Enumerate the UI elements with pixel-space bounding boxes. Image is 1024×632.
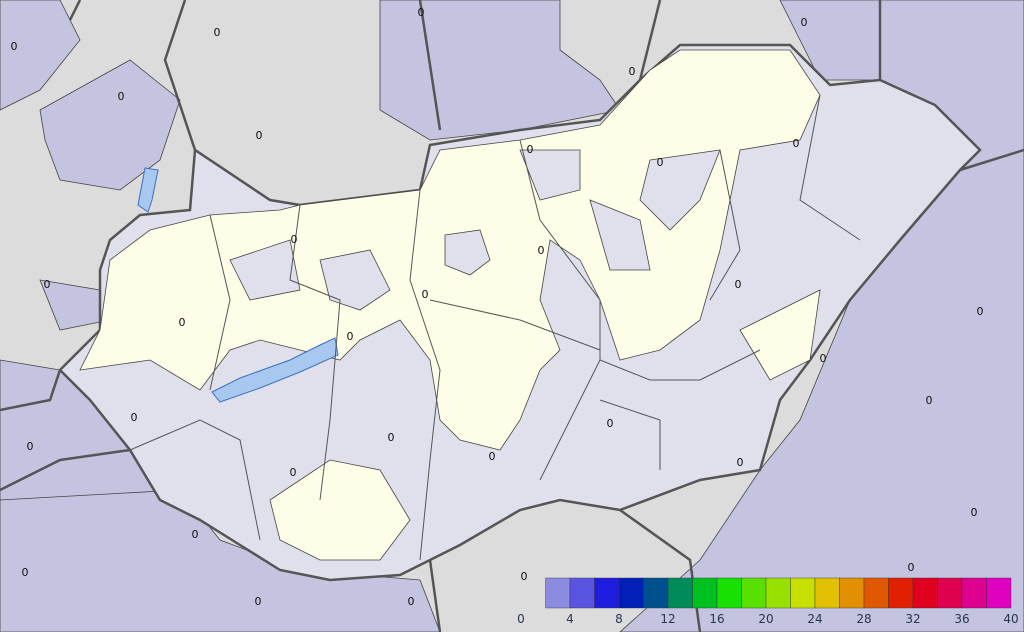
legend-bin <box>545 577 571 609</box>
legend-tick-label: 16 <box>709 612 724 626</box>
contour-label: 0 <box>256 129 263 142</box>
legend-bin <box>716 577 742 609</box>
contour-label: 0 <box>131 411 138 424</box>
contour-label: 0 <box>22 566 29 579</box>
legend-bin <box>765 577 791 609</box>
contour-labels: 0 0 0 0 0 0 0 0 0 0 0 0 0 0 0 0 0 0 0 0 0 0 0 0 0 0 0 0 0 0 0 0 0 0 <box>11 6 984 608</box>
contour-label: 0 <box>291 233 298 246</box>
contour-label: 0 <box>971 506 978 519</box>
contour-label: 0 <box>820 352 827 365</box>
legend-bin <box>643 577 669 609</box>
contour-label: 0 <box>977 305 984 318</box>
legend-tick-label: 4 <box>566 612 574 626</box>
contour-label: 0 <box>489 450 496 463</box>
contour-label: 0 <box>422 288 429 301</box>
contour-label: 0 <box>801 16 808 29</box>
inner-low-patches <box>229 149 721 311</box>
legend-tick-label: 20 <box>758 612 773 626</box>
contour-label: 0 <box>27 440 34 453</box>
contour-label: 0 <box>255 595 262 608</box>
lake-neusiedl <box>137 167 159 213</box>
legend-tick-label: 28 <box>856 612 871 626</box>
contour-label: 0 <box>192 528 199 541</box>
legend-bin <box>790 577 816 609</box>
legend-tick-label: 0 <box>517 612 525 626</box>
legend-bin <box>692 577 718 609</box>
contour-label: 0 <box>418 6 425 19</box>
contour-label: 0 <box>657 156 664 169</box>
legend-tick-label: 12 <box>660 612 675 626</box>
legend-bin <box>961 577 987 609</box>
contour-label: 0 <box>926 394 933 407</box>
county-borders <box>129 94 861 561</box>
contour-label: 0 <box>793 137 800 150</box>
legend-bin <box>912 577 938 609</box>
legend-bin <box>937 577 963 609</box>
contour-label: 0 <box>521 570 528 583</box>
legend-tick-label: 40 <box>1003 612 1018 626</box>
contour-label: 0 <box>408 595 415 608</box>
legend-bin <box>569 577 595 609</box>
legend-bin <box>888 577 914 609</box>
legend-bin <box>618 577 644 609</box>
contour-label: 0 <box>607 417 614 430</box>
legend-bin <box>986 577 1012 609</box>
contour-label: 0 <box>527 143 534 156</box>
legend-bin <box>741 577 767 609</box>
legend-tick-label: 32 <box>905 612 920 626</box>
contour-label: 0 <box>11 40 18 53</box>
legend-tick-label: 24 <box>807 612 822 626</box>
contour-label: 0 <box>347 330 354 343</box>
contour-label: 0 <box>179 316 186 329</box>
legend-bin <box>863 577 889 609</box>
contour-label: 0 <box>629 65 636 78</box>
contour-label: 0 <box>290 466 297 479</box>
contour-label: 0 <box>735 278 742 291</box>
legend-bin <box>814 577 840 609</box>
contour-label: 0 <box>44 278 51 291</box>
contour-label: 0 <box>388 431 395 444</box>
legend-bin <box>667 577 693 609</box>
contour-label: 0 <box>118 90 125 103</box>
contour-label: 0 <box>214 26 221 39</box>
contour-label: 0 <box>908 561 915 574</box>
legend-tick-label: 36 <box>954 612 969 626</box>
legend-tick-label: 8 <box>615 612 623 626</box>
legend-colorbar: 0 4 8 12 16 20 24 28 32 36 40 <box>517 577 1019 626</box>
contour-label: 0 <box>737 456 744 469</box>
contour-label: 0 <box>538 244 545 257</box>
legend-bin <box>594 577 620 609</box>
legend-bin <box>839 577 865 609</box>
